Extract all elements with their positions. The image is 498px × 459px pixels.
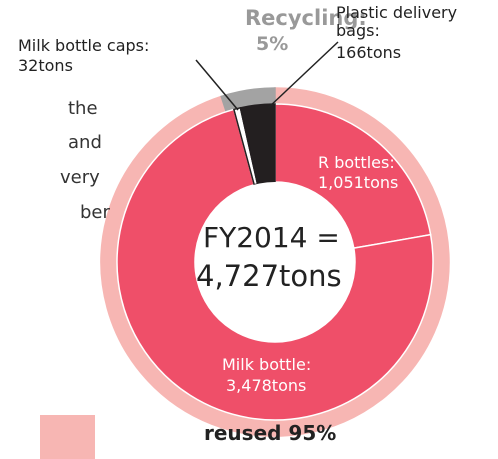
caps-label: Milk bottle caps: — [18, 36, 150, 55]
recycling-value: 5% — [256, 33, 289, 55]
side-text: the — [68, 98, 98, 119]
center-hole — [195, 182, 355, 342]
rbottle-label: R bottles: — [318, 153, 395, 172]
bags-label: Plastic delivery bags: — [336, 3, 458, 41]
reused-text: reused — [204, 421, 282, 445]
decor-box — [40, 415, 95, 459]
side-text: and — [68, 132, 102, 153]
leader-line — [267, 41, 339, 109]
recycling-label: Recycling: — [245, 6, 367, 30]
reused-label: reused 95% — [204, 422, 336, 445]
center-total: 4,727tons — [196, 259, 342, 293]
milk-label: Milk bottle: — [222, 355, 312, 374]
inner-slice — [116, 108, 434, 421]
side-text: very — [60, 167, 100, 188]
milk-value: 3,478tons — [226, 376, 307, 395]
caps-value: 32tons — [18, 56, 73, 75]
bags-value: 166tons — [336, 43, 402, 62]
rbottle-value: 1,051tons — [318, 173, 399, 192]
leader-line — [195, 59, 239, 111]
center-title: FY2014 = — [203, 221, 340, 254]
reused-value: 95% — [288, 421, 337, 445]
side-text: ber — [80, 202, 110, 223]
